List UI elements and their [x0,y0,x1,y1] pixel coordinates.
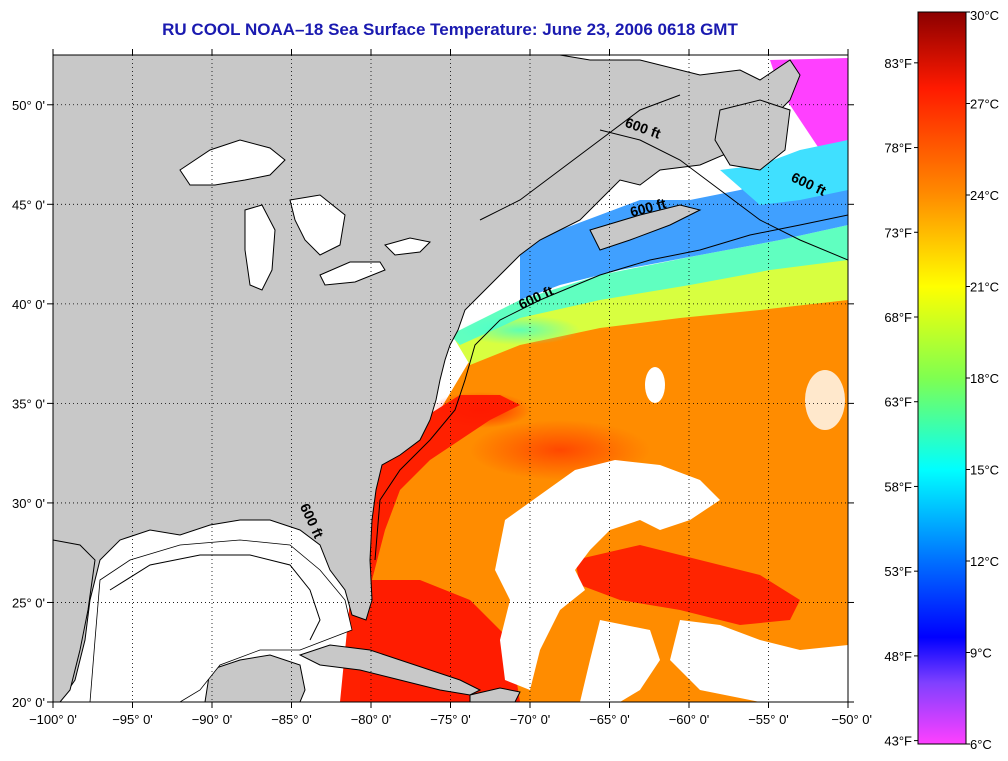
lat-label: 20° 0' [12,695,45,710]
lon-label: −85° 0' [271,712,312,727]
lake-ontario [384,237,432,256]
lat-label: 35° 0' [12,396,45,411]
colorbar-label-celsius: 15°C [970,463,999,478]
colorbar-label-fahrenheit: 58°F [884,479,912,494]
lat-label: 30° 0' [12,496,45,511]
st-lawrence-river [479,94,681,221]
colorbar-label-celsius: 12°C [970,554,999,569]
sst-cool-band [450,225,848,345]
cloud-cover-south [580,620,660,702]
isobath-600ft-gulf [109,554,321,641]
sst-newfoundland-cyan [720,140,848,205]
cloud-cover-southeast [670,620,848,702]
lon-label: −75° 0' [430,712,471,727]
land-nova-scotia [589,204,702,251]
gulf-of-mexico-water [89,539,353,702]
map-title: RU COOL NOAA–18 Sea Surface Temperature:… [162,20,738,39]
lon-label: −80° 0' [351,712,392,727]
land-hispaniola [469,687,521,702]
colorbar-label-celsius: 24°C [970,188,999,203]
colorbar-label-fahrenheit: 78°F [884,141,912,156]
colorbar-label-fahrenheit: 53°F [884,564,912,579]
colorbar-label-fahrenheit: 83°F [884,56,912,71]
lake-superior [179,139,286,186]
colorbar-label-celsius: 27°C [970,97,999,112]
colorbar-label-celsius: 9°C [970,646,992,661]
lon-label: −100° 0' [29,712,77,727]
colorbar-label-fahrenheit: 43°F [884,734,912,749]
lon-label: −70° 0' [510,712,551,727]
graticule [52,55,849,703]
colorbar-label-celsius: 18°C [970,371,999,386]
land-gulf-coast-mexico [53,539,96,702]
lake-huron [289,194,346,256]
lon-label: −60° 0' [669,712,710,727]
sst-east-warm-patch [575,545,800,625]
colorbar-label-fahrenheit: 48°F [884,649,912,664]
lat-label: 40° 0' [12,297,45,312]
lon-label: −65° 0' [589,712,630,727]
colorbar [917,11,967,745]
isobath-600ft-north [599,129,848,261]
lat-label: 50° 0' [12,98,45,113]
colorbar-label-fahrenheit: 68°F [884,310,912,325]
lat-label: 45° 0' [12,197,45,212]
colorbar-label-fahrenheit: 73°F [884,225,912,240]
lake-erie [319,261,386,286]
colorbar-label-celsius: 21°C [970,280,999,295]
sst-gulf-stream [340,395,520,702]
land-newfoundland [714,99,791,171]
lon-label: −95° 0' [112,712,153,727]
lon-label: −90° 0' [192,712,233,727]
isobath-600ft-atlantic [374,214,848,561]
cloud-cover-central [495,460,720,690]
axis-ticks: 50° 0' 45° 0' 40° 0' 35° 0' 30° 0' 25° 0' 20° … [12,49,872,727]
lake-michigan [244,204,276,291]
colorbar-labels: 30°C 27°C 24°C 21°C 18°C 15°C 12°C 9°C 6°C 83°F 78… [884,8,999,752]
colorbar-label-celsius: 6°C [970,737,992,752]
colorbar-label-celsius: 30°C [970,8,999,23]
lon-label: −55° 0' [748,712,789,727]
lat-label: 25° 0' [12,595,45,610]
land-cuba [298,644,482,696]
colorbar-label-fahrenheit: 63°F [884,395,912,410]
lon-label: −50° 0' [831,712,872,727]
